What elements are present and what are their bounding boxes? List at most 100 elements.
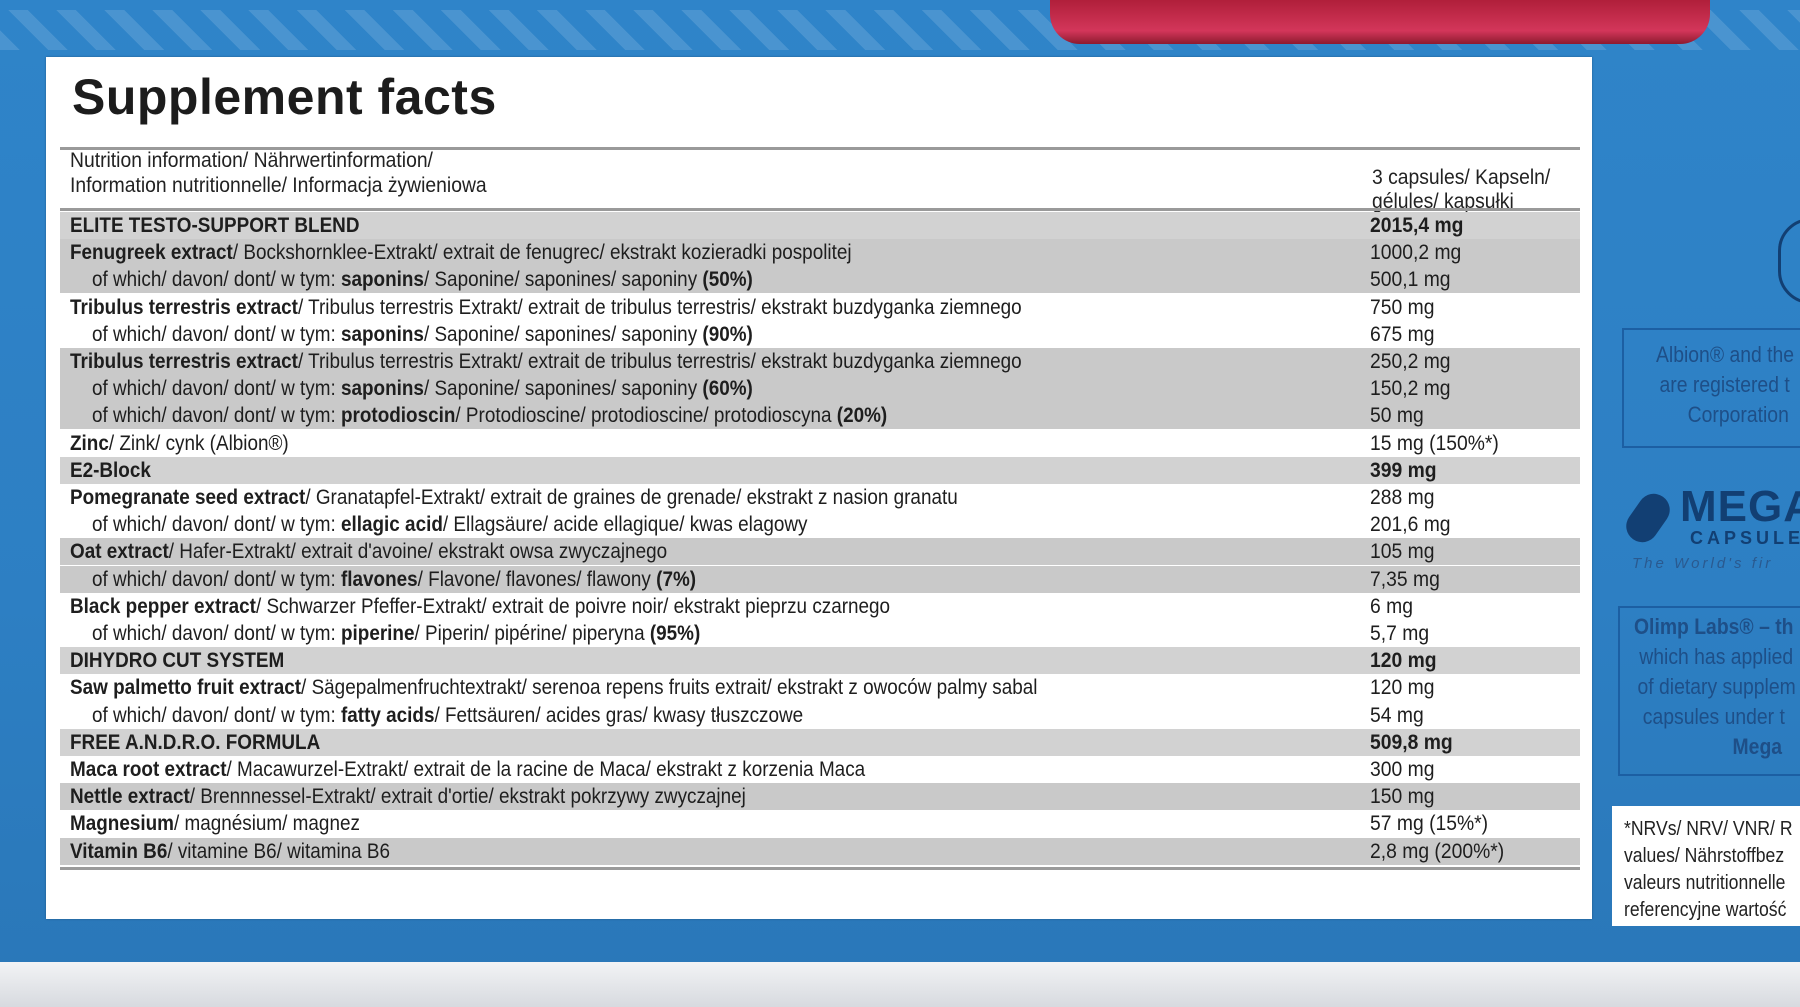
ingredient-row: Maca root extract/ Macawurzel-Extrakt/ e… <box>60 756 1580 783</box>
amount-value: 5,7 mg <box>1370 622 1430 645</box>
ingredient-row: Black pepper extract/ Schwarzer Pfeffer-… <box>60 593 1580 620</box>
ingredient-row: Oat extract/ Hafer-Extrakt/ extrait d'av… <box>60 538 1580 565</box>
label-bold: piperine <box>340 622 415 645</box>
ingredient-label: of which/ davon/ dont/ w tym: saponins/ … <box>92 323 753 347</box>
panel-title: Supplement facts <box>72 69 497 125</box>
label-bold: DIHYDRO CUT SYSTEM <box>70 649 285 672</box>
ingredient-row: Vitamin B6/ vitamine B6/ witamina B6 2,8 … <box>60 838 1580 865</box>
ingredient-label: of which/ davon/ dont/ w tym: piperine/ … <box>92 622 700 646</box>
label-percent: (50%) <box>702 268 753 291</box>
ingredient-row: of which/ davon/ dont/ w tym: saponins/ … <box>60 375 1580 402</box>
ingredient-row: Tribulus terrestris extract/ Tribulus te… <box>60 348 1580 375</box>
label-percent: (95%) <box>649 622 701 645</box>
nrv-line: valeurs nutritionnelle <box>1624 872 1786 894</box>
supplement-facts-panel <box>46 57 1592 919</box>
label-rest: / Protodioscine/ protodioscine/ protodio… <box>455 404 837 427</box>
ingredient-row: of which/ davon/ dont/ w tym: saponins/ … <box>60 266 1580 293</box>
header-label-line1: Nutrition information/ Nährwertinformati… <box>70 149 433 172</box>
ingredient-label: of which/ davon/ dont/ w tym: flavones/ … <box>92 568 696 592</box>
ingredient-label: Vitamin B6/ vitamine B6/ witamina B6 <box>70 840 390 864</box>
ingredient-row: Magnesium/ magnésium/ magnez 57 mg (15%*) <box>60 810 1580 837</box>
amount-value: 750 mg <box>1370 296 1435 319</box>
ingredient-label: Oat extract/ Hafer-Extrakt/ extrait d'av… <box>70 540 667 564</box>
label-bold: Nettle extract <box>70 785 190 808</box>
amount-value: 201,6 mg <box>1370 513 1451 536</box>
serving-size-line2: gélules/ kapsułki <box>1372 190 1514 213</box>
ingredient-label: DIHYDRO CUT SYSTEM <box>70 649 284 673</box>
ingredient-row: Fenugreek extract/ Bockshornklee-Extrakt… <box>60 239 1580 266</box>
label-prefix: of which/ davon/ dont/ w tym: <box>92 377 341 400</box>
ingredient-label: Fenugreek extract/ Bockshornklee-Extrakt… <box>70 241 852 265</box>
ingredient-row: Saw palmetto fruit extract/ Sägepalmenfr… <box>60 674 1580 701</box>
olimp-note-text: Olimp Labs® – th which has applied of di… <box>1634 612 1796 762</box>
ingredient-label: Nettle extract/ Brennnessel-Extrakt/ ext… <box>70 785 746 809</box>
olimp-line: capsules under t <box>1642 704 1785 729</box>
label-rest: / Saponine/ saponines/ saponiny <box>423 268 703 291</box>
label-bold: ELITE TESTO-SUPPORT BLEND <box>70 214 360 237</box>
amount-value: 150 mg <box>1370 785 1435 808</box>
amount-value: 2,8 mg (200%*) <box>1370 840 1505 863</box>
header-top-rule <box>60 147 1580 150</box>
ingredient-row: of which/ davon/ dont/ w tym: fatty acid… <box>60 702 1580 729</box>
ingredient-row: of which/ davon/ dont/ w tym: flavones/ … <box>60 566 1580 593</box>
label-rest: / Flavone/ flavones/ flawony <box>417 568 657 591</box>
header-label-line2: Information nutritionnelle/ Informacja ż… <box>70 174 487 197</box>
nrv-note-text: *NRVs/ NRV/ VNR/ R values/ Nährstoffbez … <box>1624 816 1793 924</box>
amount-value: 288 mg <box>1370 486 1435 509</box>
ingredient-label: Saw palmetto fruit extract/ Sägepalmenfr… <box>70 676 1037 700</box>
ingredient-label: Tribulus terrestris extract/ Tribulus te… <box>70 350 1022 374</box>
amount-value: 15 mg (150%*) <box>1370 432 1499 455</box>
label-bold: ellagic acid <box>340 513 443 536</box>
label-rest: / Sägepalmenfruchtextrakt/ serenoa repen… <box>301 676 1038 699</box>
label-prefix: of which/ davon/ dont/ w tym: <box>92 568 341 591</box>
olimp-line: Mega <box>1732 734 1783 759</box>
label-percent: (20%) <box>836 404 888 427</box>
amount-value: 105 mg <box>1370 540 1435 563</box>
label-rest: / Macawurzel-Extrakt/ extrait de la raci… <box>226 758 866 781</box>
amount-value: 399 mg <box>1370 459 1437 482</box>
amount-value: 300 mg <box>1370 758 1435 781</box>
label-prefix: of which/ davon/ dont/ w tym: <box>92 323 341 346</box>
nrv-note-panel <box>1612 806 1800 926</box>
header-label: Nutrition information/ Nährwertinformati… <box>70 148 487 198</box>
serving-size-line1: 3 capsules/ Kapseln/ <box>1372 166 1551 189</box>
label-bold: Zinc <box>70 432 109 455</box>
amount-value: 54 mg <box>1370 704 1424 727</box>
ingredient-label: Zinc/ Zink/ cynk (Albion®) <box>70 432 289 456</box>
ingredient-label: Maca root extract/ Macawurzel-Extrakt/ e… <box>70 758 865 782</box>
amount-value: 2015,4 mg <box>1370 214 1464 237</box>
ingredient-row: Zinc/ Zink/ cynk (Albion®) 15 mg (150%*) <box>60 430 1580 457</box>
amount-value: 675 mg <box>1370 323 1435 346</box>
label-rest: / magnésium/ magnez <box>173 812 360 835</box>
label-percent: (60%) <box>702 377 753 400</box>
mega-capsule-tagline: The World's fir <box>1632 555 1774 572</box>
amount-value: 7,35 mg <box>1370 568 1440 591</box>
albion-note-text: Albion® and the are registered t Corpora… <box>1656 340 1794 430</box>
label-percent: (90%) <box>702 323 753 346</box>
label-bold: saponins <box>340 377 424 400</box>
label-rest: / Tribulus terrestris Extrakt/ extrait d… <box>297 350 1022 373</box>
ingredient-row: of which/ davon/ dont/ w tym: ellagic ac… <box>60 511 1580 538</box>
olimp-line: of dietary supplem <box>1637 674 1796 699</box>
olimp-line: Olimp Labs® – th <box>1634 614 1794 639</box>
amount-value: 50 mg <box>1370 404 1424 427</box>
header-bottom-rule <box>60 208 1580 211</box>
label-rest: / Granatapfel-Extrakt/ extrait de graine… <box>305 486 958 509</box>
ingredient-label: of which/ davon/ dont/ w tym: fatty acid… <box>92 704 803 728</box>
ingredient-row: of which/ davon/ dont/ w tym: saponins/ … <box>60 321 1580 348</box>
label-rest: / Zink/ cynk (Albion®) <box>108 432 289 455</box>
amount-value: 1000,2 mg <box>1370 241 1462 264</box>
albion-note-box <box>1622 328 1800 448</box>
ingredient-label: Magnesium/ magnésium/ magnez <box>70 812 360 836</box>
label-bold: FREE A.N.D.R.O. FORMULA <box>70 731 321 754</box>
label-prefix: of which/ davon/ dont/ w tym: <box>92 268 341 291</box>
amount-value: 150,2 mg <box>1370 377 1451 400</box>
label-prefix: of which/ davon/ dont/ w tym: <box>92 404 341 427</box>
label-bold: Oat extract <box>70 540 169 563</box>
amount-value: 500,1 mg <box>1370 268 1451 291</box>
ingredient-label: of which/ davon/ dont/ w tym: protodiosc… <box>92 404 887 428</box>
ingredient-label: Tribulus terrestris extract/ Tribulus te… <box>70 296 1022 320</box>
ingredient-label: of which/ davon/ dont/ w tym: saponins/ … <box>92 268 753 292</box>
mega-capsule-sub: CAPSULE <box>1690 528 1800 548</box>
amount-value: 57 mg (15%*) <box>1370 812 1489 835</box>
